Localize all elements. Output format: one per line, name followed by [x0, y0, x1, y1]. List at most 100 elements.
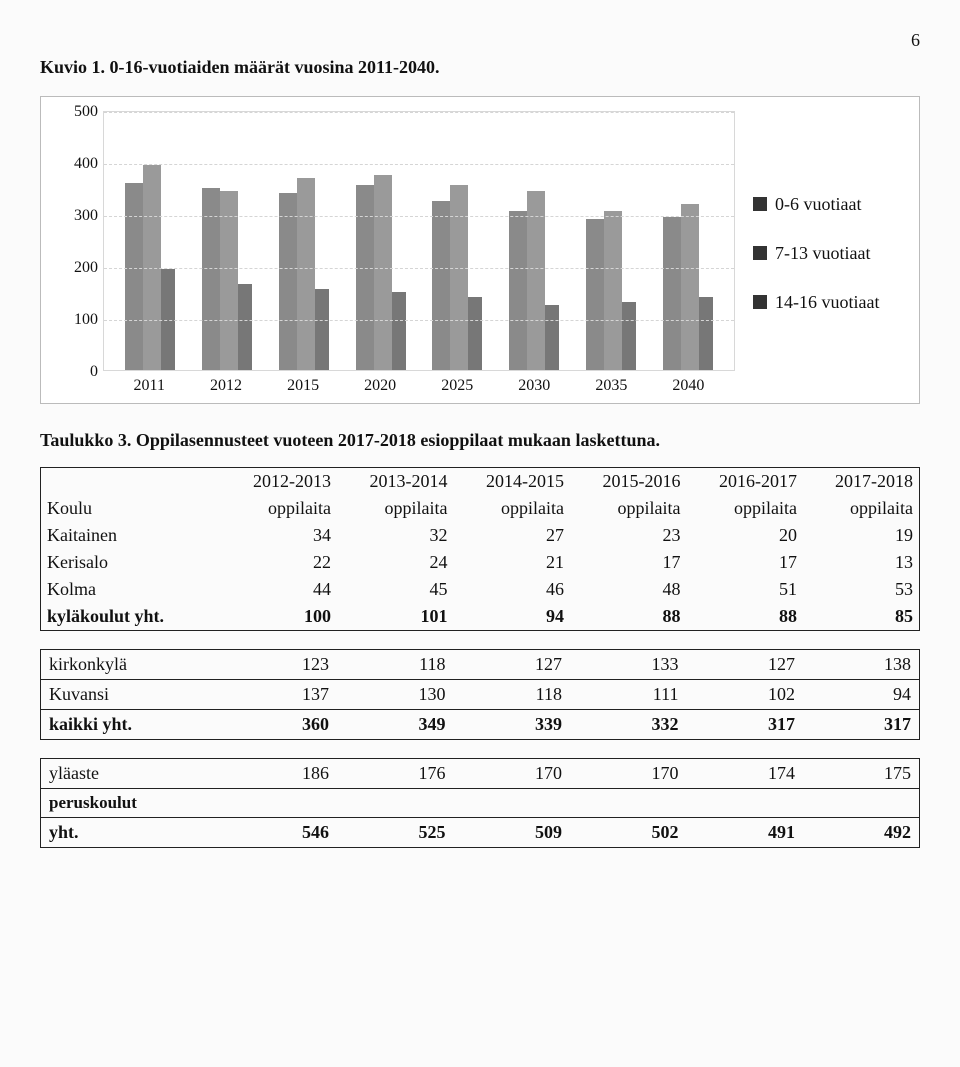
table-cell: 176 [337, 759, 453, 789]
chart-container: 0100200300400500 20112012201520202025203… [40, 96, 920, 404]
figure-title: Kuvio 1. 0-16-vuotiaiden määrät vuosina … [40, 57, 920, 78]
chart-gridline [104, 320, 734, 321]
table-cell: 101 [337, 603, 453, 631]
table-row: kirkonkylä123118127133127138 [41, 650, 920, 680]
table-row-label: Kolma [41, 576, 221, 603]
chart-bar [450, 185, 468, 370]
chart-bar-group [125, 112, 175, 370]
table-total-row: kyläkoulut yht.10010194888885 [41, 603, 920, 631]
table-cell: 339 [454, 710, 570, 740]
table-cell: 45 [337, 576, 453, 603]
chart-bar-group [279, 112, 329, 370]
table-cell: 24 [337, 549, 453, 576]
chart-bar [527, 191, 545, 370]
chart-bar [622, 302, 636, 370]
table-cell: 317 [803, 710, 920, 740]
table-b: kirkonkylä123118127133127138Kuvansi13713… [40, 649, 920, 740]
chart-bar [374, 175, 392, 370]
chart-x-tick: 2020 [364, 377, 396, 395]
chart-y-tick: 100 [74, 311, 98, 329]
table-row-label: kaikki yht. [41, 710, 221, 740]
table-row-label: Kuvansi [41, 680, 221, 710]
chart-x-tick: 2040 [672, 377, 704, 395]
legend-label: 7-13 vuotiaat [775, 243, 870, 264]
table-cell: 21 [454, 549, 570, 576]
chart-bar [356, 185, 374, 370]
table-cell: 127 [454, 650, 570, 680]
legend-swatch [753, 295, 767, 309]
table-cell: 525 [337, 818, 453, 848]
table-row: Kuvansi13713011811110294 [41, 680, 920, 710]
chart-bar [220, 191, 238, 370]
table-cell: 94 [454, 603, 570, 631]
table-cell: 317 [686, 710, 802, 740]
table-row-label: yläaste [41, 759, 221, 789]
table-cell: 130 [337, 680, 453, 710]
table-header-cell: 2017-2018 [803, 468, 920, 496]
chart-bar [392, 292, 406, 370]
table-header-cell: 2013-2014 [337, 468, 453, 496]
table-title: Taulukko 3. Oppilasennusteet vuoteen 201… [40, 430, 920, 451]
table-cell: 174 [686, 759, 802, 789]
table-cell: 186 [221, 759, 337, 789]
table-header-cell: 2014-2015 [454, 468, 570, 496]
chart-bar [125, 183, 143, 370]
table-cell: 94 [803, 680, 920, 710]
table-cell: 137 [221, 680, 337, 710]
chart-bar [509, 211, 527, 370]
chart-bar-group [202, 112, 252, 370]
chart-legend: 0-6 vuotiaat 7-13 vuotiaat 14-16 vuotiaat [735, 111, 905, 395]
table-header-cell: 2016-2017 [686, 468, 802, 496]
table-cell: 546 [221, 818, 337, 848]
table-cell: 133 [570, 650, 686, 680]
legend-item: 7-13 vuotiaat [753, 243, 905, 264]
table-subheader-cell: oppilaita [337, 495, 453, 522]
table-row-label: kyläkoulut yht. [41, 603, 221, 631]
table-footer-values-row: yht.546525509502491492 [41, 818, 920, 848]
legend-swatch [753, 197, 767, 211]
table-cell: 48 [570, 576, 686, 603]
chart-gridline [104, 268, 734, 269]
table-cell: 118 [337, 650, 453, 680]
legend-swatch [753, 246, 767, 260]
table-cell: 332 [570, 710, 686, 740]
table-cell: 51 [686, 576, 802, 603]
chart-y-tick: 300 [74, 207, 98, 225]
table-a: 2012-20132013-20142014-20152015-20162016… [40, 467, 920, 631]
chart-bar-group [509, 112, 559, 370]
table-cell: 138 [803, 650, 920, 680]
table-row-label: Koulu [41, 495, 221, 522]
table-cell: 34 [221, 522, 337, 549]
table-row-label: Kaitainen [41, 522, 221, 549]
legend-label: 0-6 vuotiaat [775, 194, 861, 215]
table-cell: 85 [803, 603, 920, 631]
chart-gridline [104, 216, 734, 217]
chart-bar-group [356, 112, 406, 370]
legend-label: 14-16 vuotiaat [775, 292, 879, 313]
chart-bar [681, 204, 699, 370]
chart-gridline [104, 112, 734, 113]
chart-bars [104, 112, 734, 370]
chart-x-axis: 20112012201520202025203020352040 [103, 371, 735, 395]
table-row-label: yht. [41, 818, 221, 848]
chart-y-tick: 400 [74, 155, 98, 173]
table-cell: 111 [570, 680, 686, 710]
table-subheader-cell: oppilaita [570, 495, 686, 522]
table-cell: 102 [686, 680, 802, 710]
chart-bar-group [586, 112, 636, 370]
table-cell: 46 [454, 576, 570, 603]
chart-x-tick: 2011 [134, 377, 165, 395]
table-footer-label-row: peruskoulut [41, 789, 920, 818]
chart-gridline [104, 164, 734, 165]
chart-y-tick: 200 [74, 259, 98, 277]
chart-bar [315, 289, 329, 370]
chart-x-tick: 2015 [287, 377, 319, 395]
table-cell: 53 [803, 576, 920, 603]
chart-bar [586, 219, 604, 370]
chart-x-tick: 2012 [210, 377, 242, 395]
table-cell: 127 [686, 650, 802, 680]
table-cell: 23 [570, 522, 686, 549]
table-cell: 17 [570, 549, 686, 576]
table-cell: 88 [570, 603, 686, 631]
table-row: Kolma444546485153 [41, 576, 920, 603]
